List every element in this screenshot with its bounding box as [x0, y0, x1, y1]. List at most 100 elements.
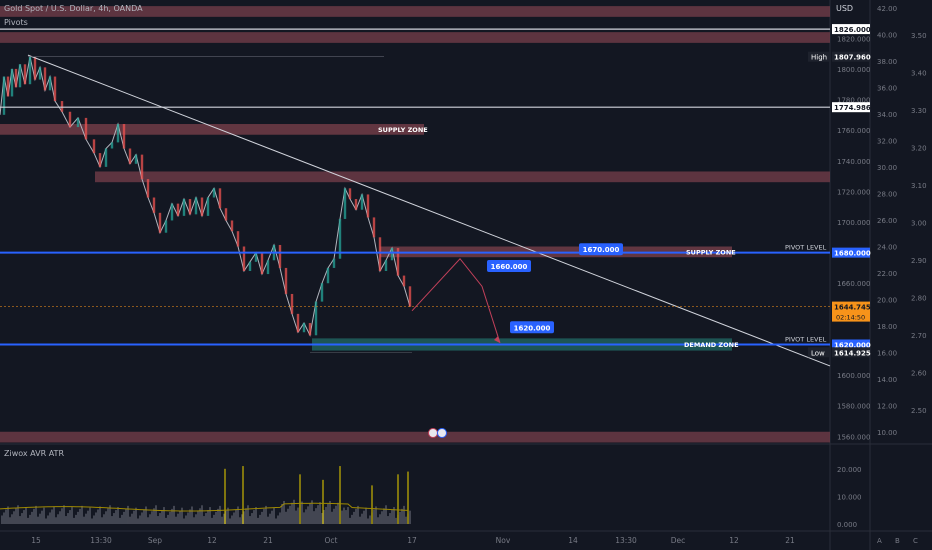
price-axis-label-box[interactable]	[832, 347, 870, 358]
candle[interactable]	[104, 148, 108, 167]
candle[interactable]	[402, 275, 406, 287]
candle[interactable]	[110, 142, 114, 149]
candle[interactable]	[296, 313, 300, 333]
symbol-title[interactable]: Gold Spot / U.S. Dollar, 4h, OANDA	[4, 4, 143, 13]
candle[interactable]	[332, 258, 336, 268]
zone-band[interactable]	[0, 431, 830, 443]
candle[interactable]	[23, 64, 27, 85]
candle[interactable]	[338, 218, 342, 259]
candle[interactable]	[152, 197, 156, 213]
candle[interactable]	[2, 76, 6, 115]
zone-band[interactable]	[0, 32, 830, 43]
candle[interactable]	[248, 261, 252, 271]
candle[interactable]	[348, 188, 352, 200]
event-flags[interactable]	[428, 428, 448, 439]
candle[interactable]	[164, 220, 168, 233]
candle[interactable]	[14, 68, 18, 88]
price-axis-label[interactable]: 1680.000	[832, 247, 871, 258]
candle[interactable]	[254, 252, 258, 262]
price-axis-label-box[interactable]	[832, 51, 870, 62]
candle[interactable]	[60, 101, 64, 112]
projection-path[interactable]	[411, 257, 501, 344]
price-axis-label-box[interactable]	[832, 247, 870, 258]
atr-moving-average[interactable]	[0, 502, 409, 512]
candle[interactable]	[366, 194, 370, 218]
price-axis-label-box[interactable]	[832, 24, 870, 35]
price-axis-label-box[interactable]	[832, 301, 870, 322]
price-axis-label-box[interactable]	[832, 339, 870, 350]
candle[interactable]	[10, 68, 14, 97]
currency-label[interactable]: USD	[836, 4, 854, 13]
candle[interactable]	[43, 67, 47, 91]
candle[interactable]	[200, 197, 204, 216]
candle[interactable]	[18, 64, 22, 88]
candle[interactable]	[140, 154, 144, 180]
zone-band[interactable]	[95, 171, 830, 183]
candle[interactable]	[134, 154, 138, 164]
candle[interactable]	[372, 217, 376, 238]
price-axis-label[interactable]: 1774.986	[832, 102, 871, 113]
candle[interactable]	[230, 220, 234, 232]
candle[interactable]	[28, 56, 32, 85]
candle[interactable]	[146, 179, 150, 198]
candle[interactable]	[53, 76, 57, 102]
candle[interactable]	[188, 199, 192, 215]
candle[interactable]	[33, 56, 37, 80]
candle[interactable]	[290, 293, 294, 314]
candle[interactable]	[68, 111, 72, 128]
candle[interactable]	[384, 260, 388, 271]
pivots-indicator-label[interactable]: Pivots	[4, 18, 28, 27]
candle[interactable]	[224, 208, 228, 221]
candle[interactable]	[236, 231, 240, 247]
candle[interactable]	[320, 283, 324, 302]
candle[interactable]	[308, 323, 312, 336]
candle[interactable]	[92, 139, 96, 154]
candle[interactable]	[194, 197, 198, 215]
candle[interactable]	[390, 248, 394, 261]
candle[interactable]	[122, 124, 126, 149]
atr-indicator-title[interactable]: Ziwox AVR ATR	[4, 449, 65, 458]
target-label-box[interactable]	[579, 243, 623, 256]
candle[interactable]	[182, 199, 186, 216]
candle[interactable]	[396, 248, 400, 276]
flag-icon-us-2[interactable]	[437, 428, 447, 438]
target-label[interactable]: 1620.000	[510, 321, 554, 334]
candle[interactable]	[98, 153, 102, 167]
candle[interactable]	[354, 199, 358, 210]
target-label-box[interactable]	[487, 260, 531, 273]
candle[interactable]	[170, 203, 174, 221]
price-axis-label[interactable]: 1644.745 02:14:50	[832, 301, 871, 322]
candle[interactable]	[158, 212, 162, 233]
candle[interactable]	[116, 124, 120, 143]
target-label-box[interactable]	[510, 321, 554, 334]
target-label[interactable]: 1670.000	[579, 243, 623, 256]
candle[interactable]	[326, 267, 330, 284]
target-label[interactable]: 1660.000	[487, 260, 531, 273]
candle[interactable]	[302, 323, 306, 333]
candle[interactable]	[278, 244, 282, 268]
candle[interactable]	[48, 76, 52, 91]
candle[interactable]	[242, 246, 246, 271]
candle[interactable]	[176, 203, 180, 216]
candle[interactable]	[284, 267, 288, 294]
candle[interactable]	[260, 252, 264, 275]
level-name-box[interactable]	[808, 51, 830, 62]
candle[interactable]	[266, 260, 270, 275]
price-axis-label-box[interactable]	[832, 102, 870, 113]
price-axis-label[interactable]: 1826.000	[832, 24, 871, 34]
price-axis-label[interactable]: 1620.000	[832, 339, 871, 350]
price-axis-label[interactable]: 1807.960 High	[808, 51, 871, 62]
candle[interactable]	[206, 197, 210, 216]
candle[interactable]	[128, 148, 132, 164]
candle[interactable]	[38, 67, 42, 80]
candle[interactable]	[343, 188, 347, 219]
price-axis-label[interactable]: 1614.925 Low	[808, 347, 871, 358]
zone-band[interactable]	[0, 6, 830, 17]
candle[interactable]	[408, 286, 412, 307]
candle[interactable]	[84, 117, 88, 140]
candle[interactable]	[360, 194, 364, 210]
candle[interactable]	[6, 76, 10, 97]
candle[interactable]	[218, 188, 222, 209]
